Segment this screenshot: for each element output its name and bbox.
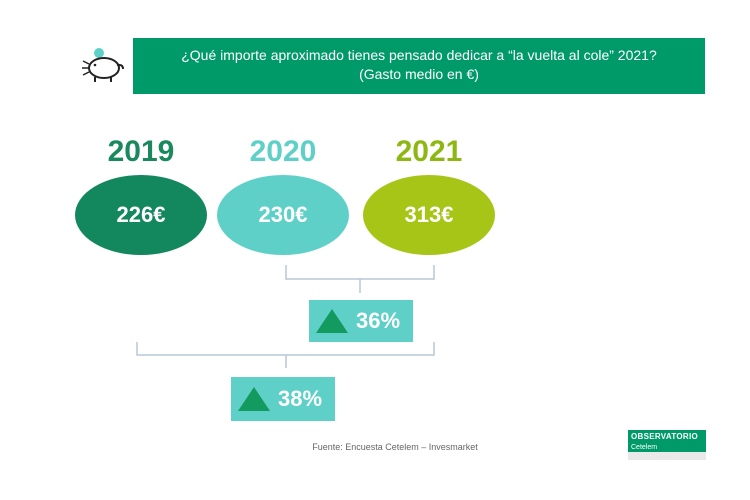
logo-title: OBSERVATORIO bbox=[628, 430, 706, 444]
value-ellipse-2020: 230€ bbox=[217, 175, 349, 255]
bracket-2019-2021 bbox=[136, 342, 435, 368]
growth-label-2019-2021: 38% bbox=[278, 386, 323, 411]
up-triangle-icon bbox=[316, 309, 348, 333]
value-label-2021: 313€ bbox=[404, 202, 454, 227]
year-label-2019: 2019 bbox=[107, 135, 175, 168]
logo-footer-strip bbox=[628, 452, 706, 460]
bracket-2020-2021 bbox=[285, 265, 435, 293]
source-note: Fuente: Encuesta Cetelem – Invesmarket bbox=[312, 442, 478, 452]
piggy-bank-icon bbox=[80, 46, 126, 84]
value-label-2019: 226€ bbox=[116, 202, 166, 227]
growth-box-2019-2021: 38% bbox=[231, 377, 335, 421]
chart-title-banner: ¿Qué importe aproximado tienes pensado d… bbox=[133, 38, 705, 94]
year-label-2021: 2021 bbox=[395, 135, 463, 168]
value-ellipse-2021: 313€ bbox=[363, 175, 495, 255]
year-label-2020: 2020 bbox=[249, 135, 317, 168]
up-triangle-icon bbox=[238, 387, 270, 411]
observatorio-cetelem-logo: OBSERVATORIO Cetelem bbox=[628, 430, 706, 460]
value-label-2020: 230€ bbox=[258, 202, 308, 227]
growth-label-2020-2021: 36% bbox=[356, 308, 401, 333]
logo-subtitle: Cetelem bbox=[628, 444, 706, 452]
growth-box-2020-2021: 36% bbox=[309, 300, 413, 342]
value-ellipse-2019: 226€ bbox=[75, 175, 207, 255]
chart-subtitle: (Gasto medio en €) bbox=[359, 66, 479, 82]
chart-title: ¿Qué importe aproximado tienes pensado d… bbox=[181, 47, 657, 63]
